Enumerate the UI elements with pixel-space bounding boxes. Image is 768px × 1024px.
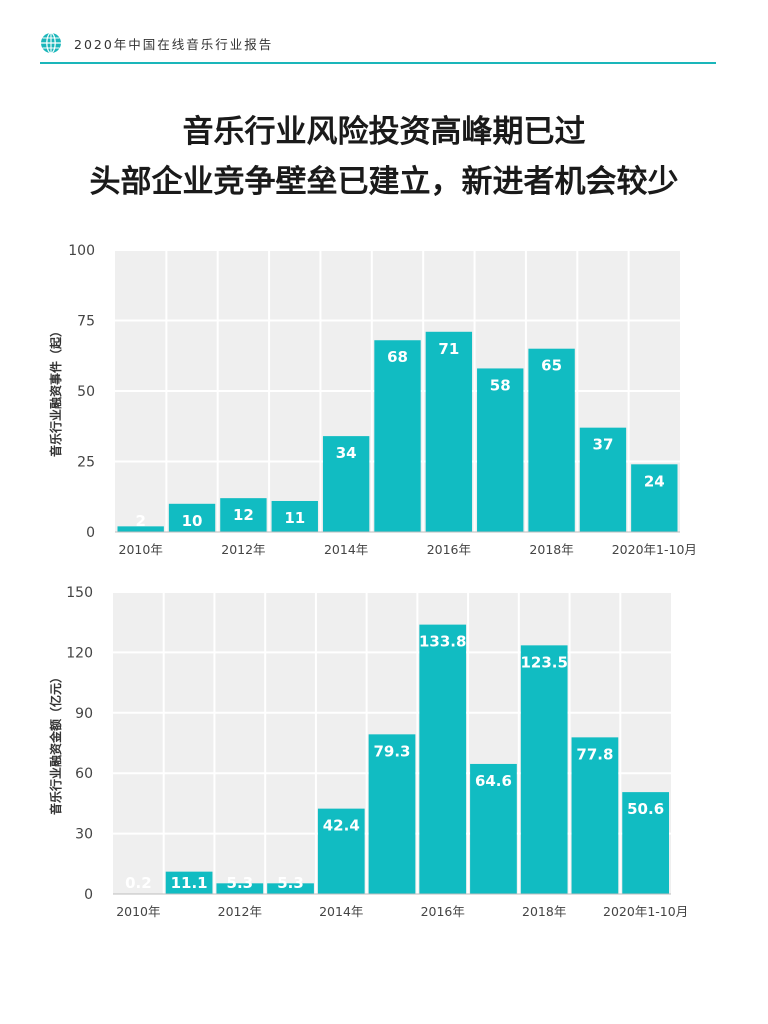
x-tick-label: 2010年 [119,542,163,557]
bar-2014年 [322,436,370,532]
y-axis-label: 音乐行业融资事件（起） [48,325,63,457]
x-tick-label: 2018年 [522,904,566,919]
report-title: 2020年中国在线音乐行业报告 [74,37,274,52]
x-tick-label: 2020年1-10月 [603,904,688,919]
data-label: 12 [233,506,254,524]
bar-2016年 [425,331,473,532]
x-tick-label: 2016年 [427,542,471,557]
data-label: 42.4 [323,817,360,835]
bar-2019年 [579,427,627,532]
headline-line-2: 头部企业竞争壁垒已建立，新进者机会较少 [89,164,679,200]
x-tick-label: 2010年 [116,904,160,919]
data-label: 5.3 [277,874,304,892]
bar-2013年 [267,883,314,894]
bar-2012年 [220,498,267,532]
header-divider [40,62,716,64]
y-tick-label: 60 [75,766,93,782]
data-label: 11.1 [171,874,208,892]
bar-2018年 [528,348,575,532]
bar-2010年 [117,526,164,532]
x-tick-label: 2020年1-10月 [612,542,697,557]
globe-icon [41,32,61,54]
y-tick-label: 0 [84,887,93,903]
bar-2013年 [271,500,318,532]
data-label: 133.8 [419,633,466,651]
bar-2018年 [520,645,568,894]
y-tick-label: 0 [86,525,95,541]
y-tick-label: 30 [75,827,93,843]
x-tick-label: 2012年 [218,904,262,919]
data-label: 34 [336,444,357,462]
bar-2016年 [419,624,467,894]
bar-2015年 [368,734,416,894]
funding-events-chart: 0 25 50 75 100 音乐行业融资事件（起） 2 10 12 11 34 68 71 58 65 37… [48,243,697,557]
bar-2011年 [165,871,213,894]
data-label: 11 [284,509,305,527]
x-tick-label: 2012年 [221,542,265,557]
y-tick-label: 90 [75,706,93,722]
y-tick-label: 75 [77,314,95,330]
bar-2020年1-10月 [631,464,678,532]
y-axis-label: 音乐行业融资金额（亿元） [48,671,63,815]
x-tick-label: 2016年 [421,904,465,919]
y-tick-label: 25 [77,455,95,471]
data-label: 24 [644,472,665,490]
y-tick-label: 150 [66,585,93,601]
data-label: 123.5 [520,653,567,671]
data-label: 79.3 [373,742,410,760]
bar-2012年 [216,883,264,894]
data-label: 50.6 [627,800,664,818]
funding-amount-chart: 0 30 60 90 120 150 音乐行业融资金额（亿元） 0.2 11.1 5.3 5.3 42… [48,585,688,919]
bar-2017年 [470,763,517,894]
y-tick-label: 50 [77,384,95,400]
headline-line-1: 音乐行业风险投资高峰期已过 [182,114,586,150]
bar-2014年 [317,808,365,894]
data-label: 68 [387,348,408,366]
data-label: 5.3 [227,874,254,892]
data-label: 64.6 [475,772,512,790]
bar-2020年1-10月 [622,792,669,894]
data-label: 71 [438,340,459,358]
bar-2019年 [571,737,619,894]
data-label: 65 [541,357,562,375]
x-tick-label: 2014年 [319,904,363,919]
report-header: 2020年中国在线音乐行业报告 [40,30,716,64]
y-tick-label: 120 [66,645,93,661]
data-label: 58 [490,376,511,394]
bar-2011年 [168,503,216,532]
x-tick-label: 2014年 [324,542,368,557]
data-label: 77.8 [576,745,613,763]
x-tick-label: 2018年 [529,542,573,557]
data-label: 10 [182,512,203,530]
bar-2015年 [374,340,421,532]
data-label: 2 [135,512,145,530]
data-label: 37 [593,436,614,454]
data-label: 0.2 [125,874,152,892]
bar-2017年 [477,368,524,532]
y-tick-label: 100 [68,243,95,259]
